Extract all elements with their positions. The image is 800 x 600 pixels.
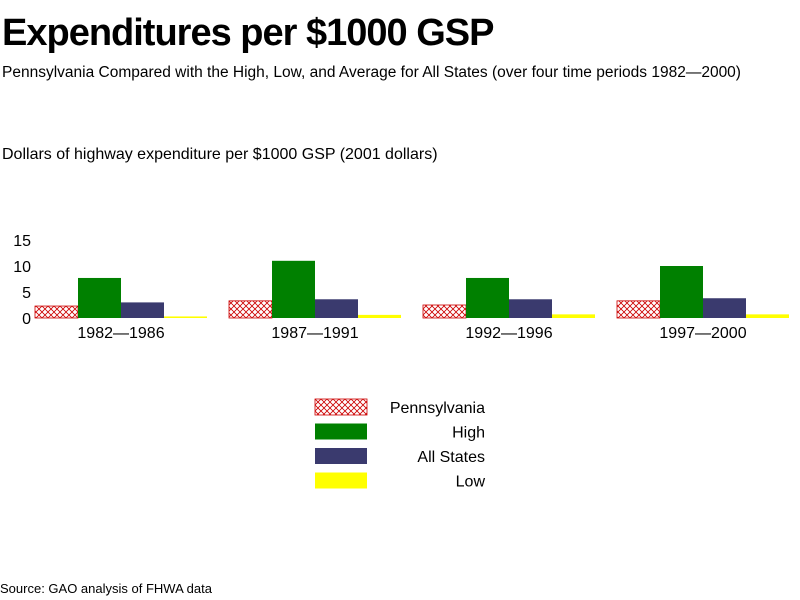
bar-high: [660, 266, 703, 318]
source-note: Source: GAO analysis of FHWA data: [0, 581, 212, 596]
y-tick-label: 0: [22, 311, 31, 328]
y-axis-label: Dollars of highway expenditure per $1000…: [2, 146, 438, 163]
bar-high: [78, 277, 121, 318]
x-axis-categories: 1982—1986 1987—1991 1992—1996 1997—2000: [77, 325, 746, 342]
chart-title: Expenditures per $1000 GSP: [2, 12, 494, 54]
bar-high: [466, 277, 509, 318]
y-tick-label: 10: [13, 259, 31, 276]
bar-low: [552, 314, 595, 318]
x-category-label: 1982—1986: [77, 325, 164, 342]
legend-swatch: [315, 472, 367, 489]
x-category-label: 1987—1991: [271, 325, 358, 342]
y-tick-label: 15: [13, 233, 31, 250]
y-tick-label: 5: [22, 285, 31, 302]
legend-swatch: [314, 398, 368, 416]
bar-low: [746, 314, 789, 318]
bar-pennsylvania: [34, 305, 79, 319]
bar-low: [164, 316, 207, 318]
x-category-label: 1997—2000: [659, 325, 746, 342]
legend-label: All States: [417, 449, 485, 466]
bar-all-states: [509, 299, 552, 318]
legend-label: High: [452, 425, 485, 442]
legend-swatch: [315, 448, 367, 464]
bar-pennsylvania: [228, 300, 273, 319]
bar-all-states: [315, 299, 358, 318]
chart-subtitle: Pennsylvania Compared with the High, Low…: [2, 64, 741, 81]
bar-low: [358, 314, 401, 318]
bar-pennsylvania: [422, 304, 467, 319]
bar-high: [272, 260, 315, 318]
x-category-label: 1992—1996: [465, 325, 552, 342]
y-axis-ticks: 0 5 10 15: [13, 233, 31, 328]
legend-label: Low: [456, 474, 486, 491]
legend: Pennsylvania High All States Low: [314, 398, 486, 491]
bar-all-states: [703, 298, 746, 318]
bars: [34, 260, 789, 319]
legend-swatch: [315, 423, 367, 440]
legend-label: Pennsylvania: [390, 400, 485, 417]
bar-pennsylvania: [616, 300, 661, 319]
bar-all-states: [121, 302, 164, 318]
